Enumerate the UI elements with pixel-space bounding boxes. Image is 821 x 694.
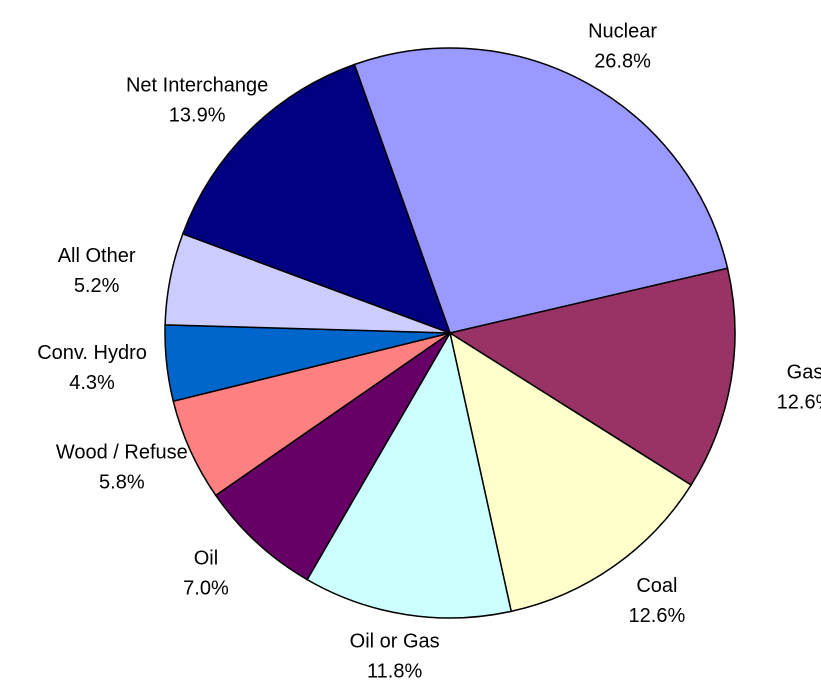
pie-slice [448,267,736,487]
slice-value-label: 5.8% [99,472,145,494]
slice-value-label: 5.2% [74,275,120,297]
slice-value-label: 12.6% [777,392,821,414]
slice-label: Coal [636,575,677,597]
pie-slice [353,47,729,334]
slice-label: Oil or Gas [350,630,440,652]
slice-value-label: 13.9% [169,105,226,127]
slice-value-label: 12.6% [629,605,686,627]
slice-value-label: 7.0% [183,578,229,600]
slice-label: All Other [58,245,136,267]
pie-slice [181,63,452,335]
slice-value-label: 11.8% [367,660,422,682]
slice-label: Gas [787,362,821,384]
slice-label: Net Interchange [126,75,268,97]
slice-label: Wood / Refuse [56,442,188,464]
slice-label: Conv. Hydro [37,342,147,364]
slice-value-label: 4.3% [69,372,115,394]
slice-value-label: 26.8% [594,50,651,72]
pie-slice [214,332,451,581]
pie-slice [306,330,513,619]
slice-label: Oil [194,548,218,570]
pie-slice [448,331,693,613]
slice-label: Nuclear [588,20,657,42]
